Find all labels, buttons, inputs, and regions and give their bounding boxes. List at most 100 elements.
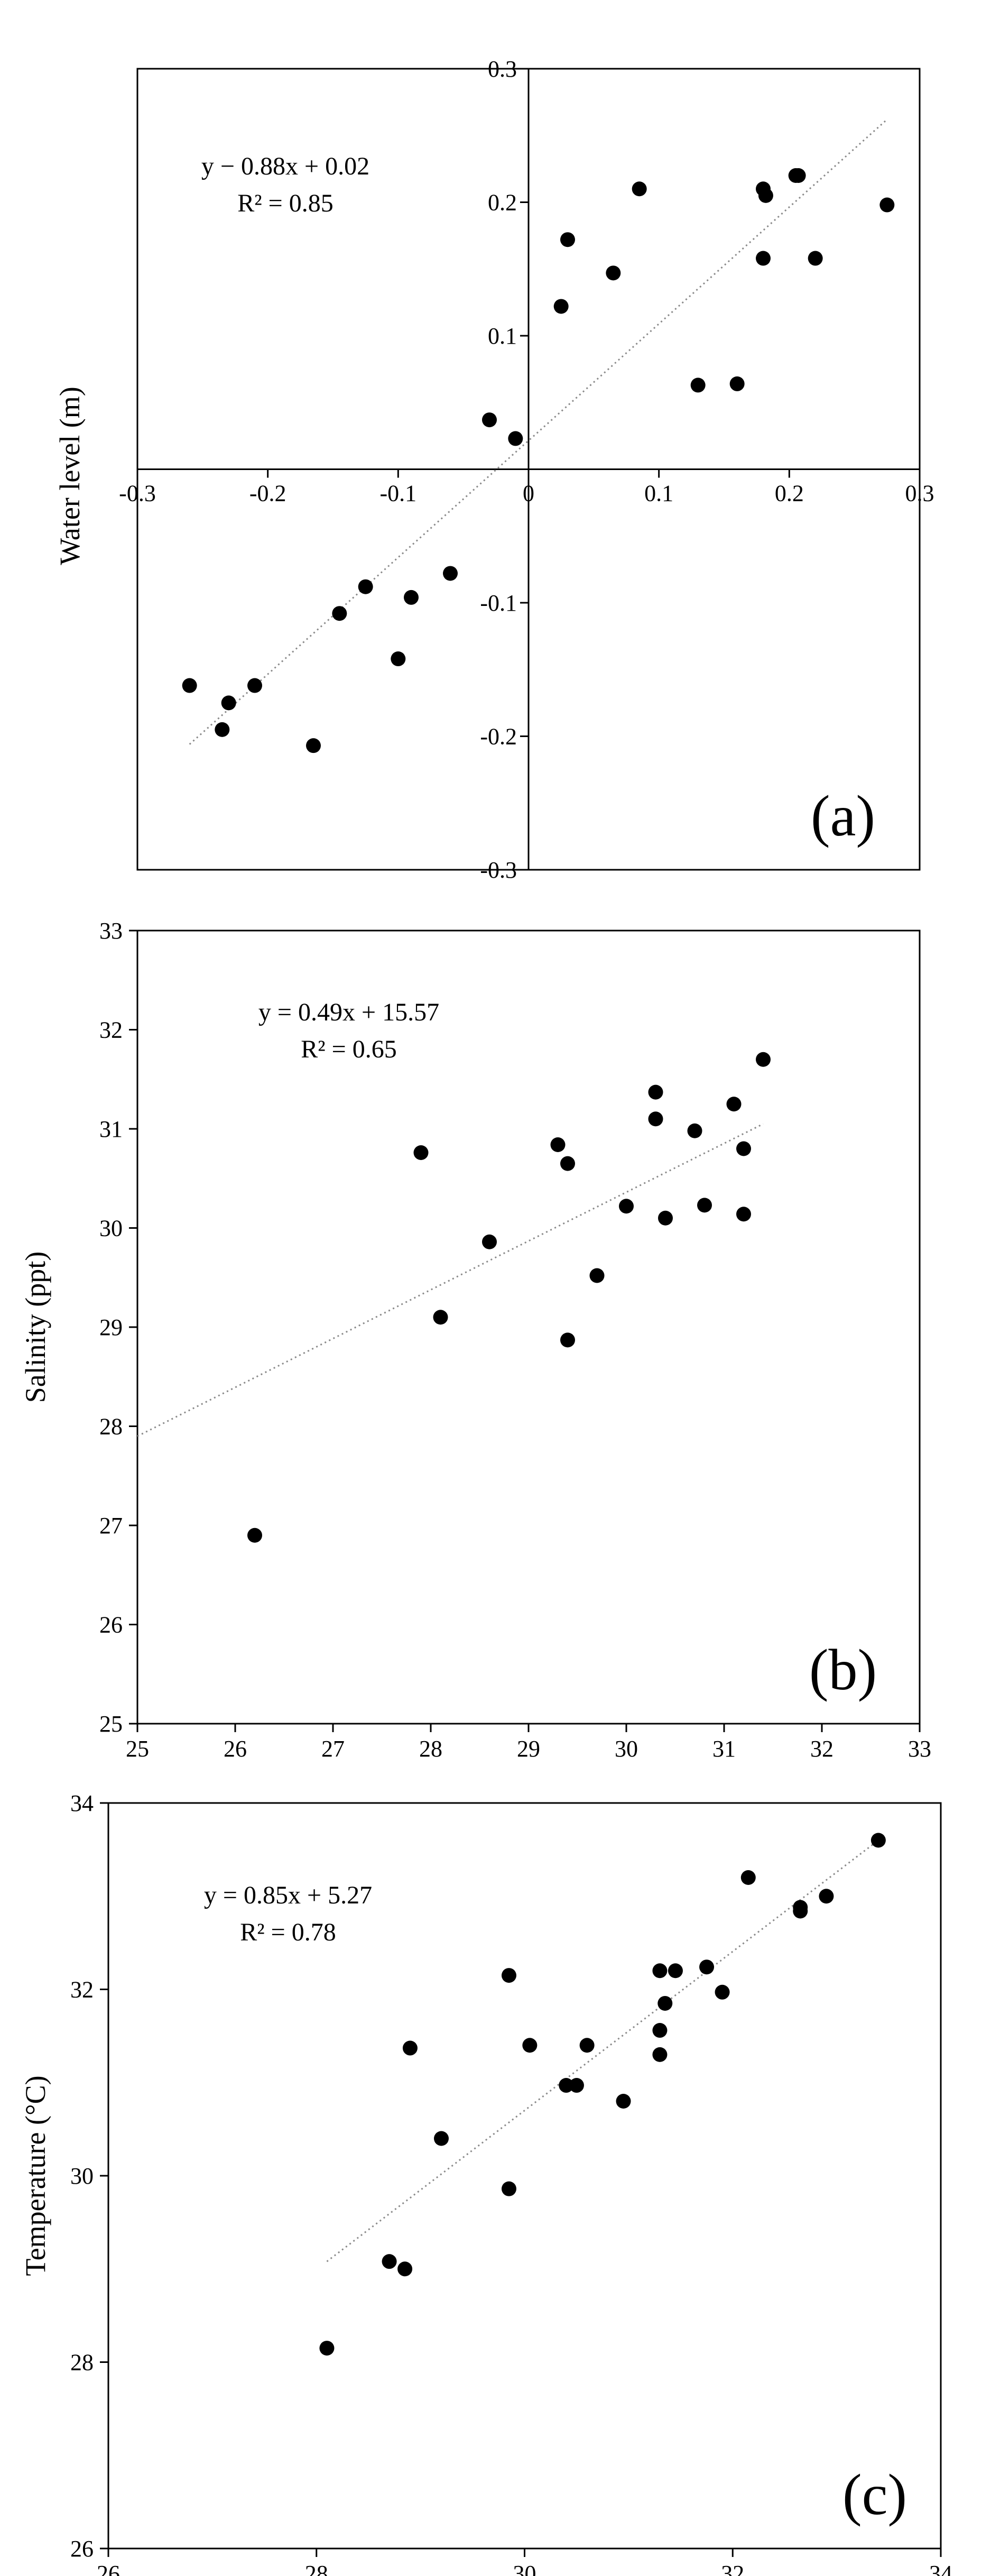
- data-point: [501, 1968, 516, 1983]
- data-point: [182, 678, 197, 693]
- trendline: [326, 1839, 879, 2262]
- regression-equation: y = 0.49x + 15.57: [258, 998, 439, 1026]
- x-tick-label: 32: [810, 1736, 833, 1762]
- x-tick-label: 31: [712, 1736, 736, 1762]
- data-point: [560, 1332, 575, 1348]
- data-point: [522, 2038, 538, 2053]
- data-point: [648, 1084, 663, 1100]
- y-tick-label: 32: [70, 1977, 94, 2003]
- data-point: [687, 1123, 702, 1138]
- y-tick-label: 30: [70, 2163, 94, 2189]
- data-point: [729, 376, 745, 391]
- y-tick-label: 28: [70, 2350, 94, 2376]
- data-point: [482, 1234, 497, 1249]
- y-tick-label: 0.3: [488, 56, 517, 82]
- data-point: [658, 1210, 673, 1226]
- y-tick-label: 33: [99, 918, 123, 944]
- x-tick-label: 25: [126, 1736, 149, 1762]
- y-tick-label: 27: [99, 1513, 123, 1539]
- data-point: [740, 1870, 756, 1885]
- y-tick-label: 28: [99, 1414, 123, 1440]
- x-tick-label: -0.3: [119, 481, 156, 507]
- data-point: [756, 1052, 771, 1067]
- y-axis-title: Water level (m): [54, 387, 86, 565]
- x-tick-label: 27: [321, 1736, 345, 1762]
- data-point: [697, 1198, 712, 1213]
- data-point: [397, 2261, 413, 2277]
- data-point: [791, 168, 806, 183]
- chart-panel-b: 25 26 27 28 29 30 31 32 33 25 26 27 28 29 30 31 32 33 y = …: [20, 918, 931, 1762]
- y-tick-label: 25: [99, 1711, 123, 1737]
- y-tick-label: -0.1: [480, 590, 517, 616]
- data-point: [247, 678, 262, 693]
- regression-equation: y = 0.85x + 5.27: [204, 1881, 372, 1909]
- y-tick-label: 30: [99, 1216, 123, 1241]
- data-point: [560, 1156, 575, 1171]
- data-point: [632, 181, 647, 197]
- data-point: [434, 2131, 449, 2146]
- data-point: [247, 1528, 262, 1543]
- data-point: [715, 1984, 730, 2000]
- data-point: [550, 1137, 566, 1152]
- panel-label: (c): [842, 2462, 907, 2527]
- x-tick-label: 30: [615, 1736, 638, 1762]
- y-tick-label: 32: [99, 1017, 123, 1043]
- data-point: [553, 299, 569, 314]
- y-tick-label: 0.2: [488, 190, 517, 216]
- y-tick-label: 26: [70, 2536, 94, 2562]
- data-point: [443, 566, 458, 581]
- data-point: [391, 651, 406, 667]
- data-point: [402, 2040, 418, 2056]
- data-point: [508, 431, 523, 446]
- y-tick-label: 31: [99, 1116, 123, 1142]
- data-point: [215, 722, 230, 737]
- regression-equation: y − 0.88x + 0.02: [201, 152, 369, 180]
- data-point: [382, 2254, 397, 2269]
- chart-panel-a: -0.3 -0.2 -0.1 0 0.1 0.2 0.3 -0.3 -0.2 -0.1 0.1 0.2…: [54, 56, 934, 883]
- data-point: [569, 2078, 584, 2093]
- data-point: [332, 606, 347, 621]
- x-tick-label: -0.1: [380, 481, 417, 507]
- data-point: [668, 1963, 683, 1979]
- data-point: [579, 2038, 595, 2053]
- data-point: [501, 2181, 516, 2196]
- x-tick-label: 26: [97, 2561, 120, 2576]
- data-point: [560, 232, 575, 247]
- x-tick-label: 28: [305, 2561, 328, 2576]
- data-point: [589, 1268, 605, 1283]
- y-tick-label: 26: [99, 1612, 123, 1638]
- data-point: [819, 1889, 834, 1904]
- y-tick-label: 29: [99, 1314, 123, 1340]
- y-tick-label: 34: [70, 1790, 94, 1816]
- data-point: [319, 2341, 335, 2356]
- data-point: [756, 251, 771, 266]
- data-point: [306, 738, 321, 753]
- trendline: [189, 118, 888, 745]
- data-point: [413, 1145, 429, 1160]
- data-point: [793, 1900, 808, 1915]
- y-tick-label: -0.2: [480, 724, 517, 750]
- data-point: [736, 1141, 751, 1156]
- data-point: [221, 695, 236, 711]
- x-tick-label: 32: [721, 2561, 744, 2576]
- r-squared-label: R² = 0.85: [237, 189, 333, 217]
- data-point: [652, 2023, 668, 2038]
- data-point: [870, 1833, 886, 1848]
- x-tick-label: -0.2: [249, 481, 286, 507]
- data-point: [657, 1995, 673, 2011]
- x-tick-label: 0.2: [775, 481, 804, 507]
- r-squared-label: R² = 0.65: [301, 1035, 396, 1063]
- y-tick-label: 0.1: [488, 323, 517, 349]
- data-point: [358, 579, 373, 594]
- x-tick-label: 0.3: [905, 481, 934, 507]
- data-point: [736, 1207, 751, 1222]
- panel-label: (a): [811, 784, 875, 848]
- data-point: [606, 265, 621, 281]
- data-point: [652, 1963, 668, 1979]
- data-point: [648, 1111, 663, 1127]
- data-point: [482, 412, 497, 428]
- panel-label: (b): [809, 1637, 877, 1702]
- data-point: [404, 590, 419, 605]
- y-axis-title: Salinity (ppt): [20, 1252, 51, 1403]
